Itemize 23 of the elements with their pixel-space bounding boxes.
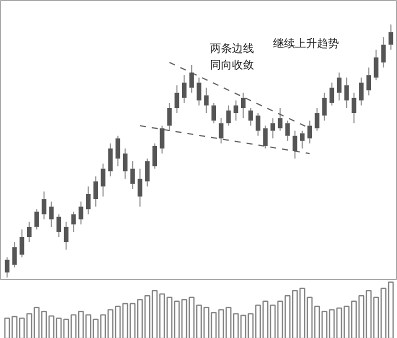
- candlestick: [270, 118, 276, 139]
- candlestick: [336, 72, 342, 101]
- candlestick: [366, 66, 372, 96]
- candlestick: [182, 74, 187, 104]
- candlestick: [64, 221, 68, 250]
- candlestick: [34, 208, 39, 230]
- candlestick: [300, 130, 305, 150]
- candlestick: [86, 186, 91, 215]
- candlestick: [211, 102, 216, 124]
- candlestick: [248, 107, 253, 126]
- annotation: 继续上升趋势: [273, 37, 339, 50]
- candlestick: [122, 148, 128, 180]
- candlestick: [152, 142, 158, 170]
- candlestick: [145, 158, 150, 188]
- candlestick: [56, 214, 62, 238]
- annotation: 同向收敛: [210, 58, 254, 72]
- candlestick: [116, 135, 120, 167]
- annotation: 两条边线: [210, 42, 254, 56]
- candlestick: [330, 82, 334, 106]
- candlestick: [359, 77, 364, 106]
- candlestick: [26, 221, 32, 243]
- candlestick: [307, 120, 312, 144]
- candlestick: [93, 176, 98, 208]
